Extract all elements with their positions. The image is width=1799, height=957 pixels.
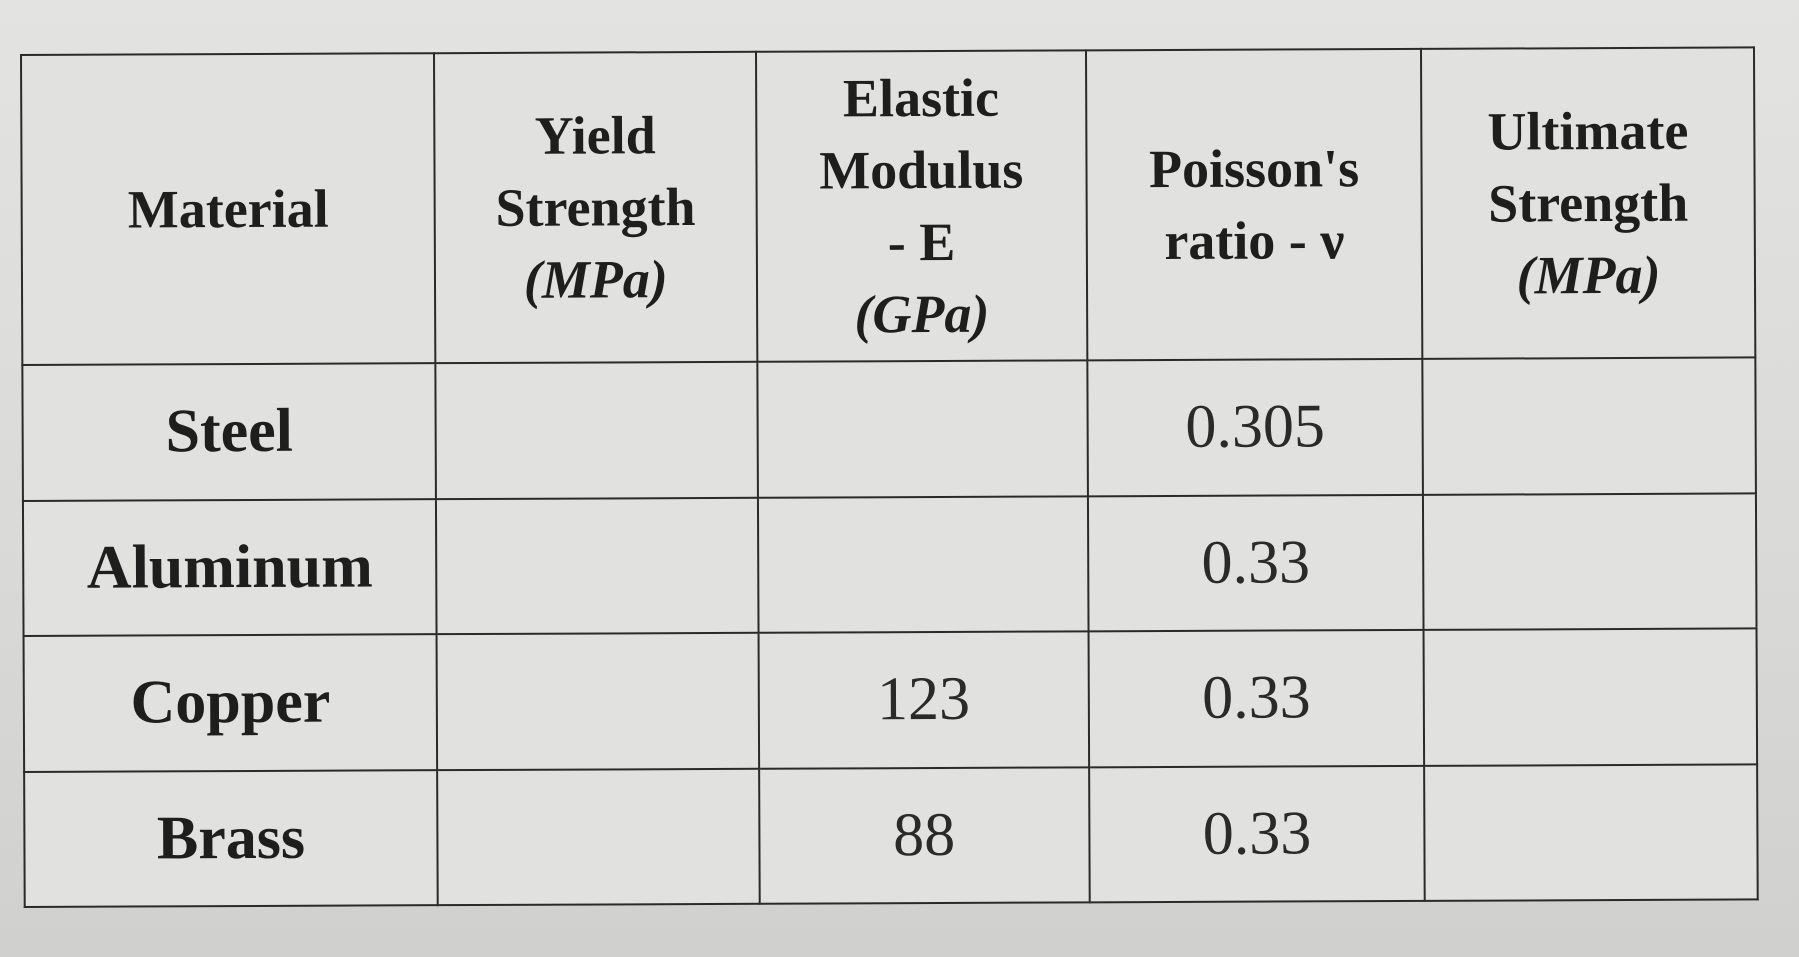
material-properties-table: Material Yield Strength (MPa) Elastic Mo… <box>20 46 1759 908</box>
ultimate-strength-cell <box>1424 763 1758 901</box>
elastic-modulus-cell: 123 <box>758 631 1090 769</box>
material-cell: Brass <box>24 769 438 907</box>
poissons-ratio-cell: 0.33 <box>1088 629 1425 767</box>
header-material: Material <box>21 53 436 365</box>
table-row-copper: Copper 123 0.33 <box>23 628 1758 772</box>
elastic-modulus-cell: 88 <box>758 766 1090 904</box>
yield-strength-cell <box>436 497 759 635</box>
table-row-brass: Brass 88 0.33 <box>24 763 1758 907</box>
table-row-aluminum: Aluminum 0.33 <box>22 492 1757 636</box>
ultimate-strength-cell <box>1422 357 1756 495</box>
material-cell: Steel <box>22 363 437 501</box>
ultimate-strength-cell <box>1423 628 1758 766</box>
poissons-ratio-cell: 0.33 <box>1087 494 1424 632</box>
header-ultimate-strength: Ultimate Strength (MPa) <box>1421 47 1756 359</box>
header-yield-strength: Yield Strength (MPa) <box>434 51 757 364</box>
poissons-ratio-cell: 0.305 <box>1087 358 1424 496</box>
yield-strength-cell <box>435 361 758 499</box>
header-elastic-modulus: Elastic Modulus - E (GPa) <box>755 50 1088 362</box>
yield-strength-cell <box>436 632 759 770</box>
ultimate-strength-cell <box>1423 492 1757 630</box>
poissons-ratio-cell: 0.33 <box>1089 765 1425 903</box>
unit-label: (MPa) <box>523 249 668 310</box>
material-cell: Aluminum <box>22 498 437 636</box>
header-row: Material Yield Strength (MPa) Elastic Mo… <box>21 47 1756 365</box>
table-row-steel: Steel 0.305 <box>22 357 1756 501</box>
yield-strength-cell <box>437 768 760 906</box>
material-cell: Copper <box>23 634 438 772</box>
unit-label: (GPa) <box>854 283 990 345</box>
elastic-modulus-cell <box>757 495 1089 633</box>
elastic-modulus-cell <box>756 360 1088 498</box>
unit-label: (MPa) <box>1516 244 1661 306</box>
header-poissons-ratio: Poisson's ratio - ν <box>1086 48 1423 361</box>
